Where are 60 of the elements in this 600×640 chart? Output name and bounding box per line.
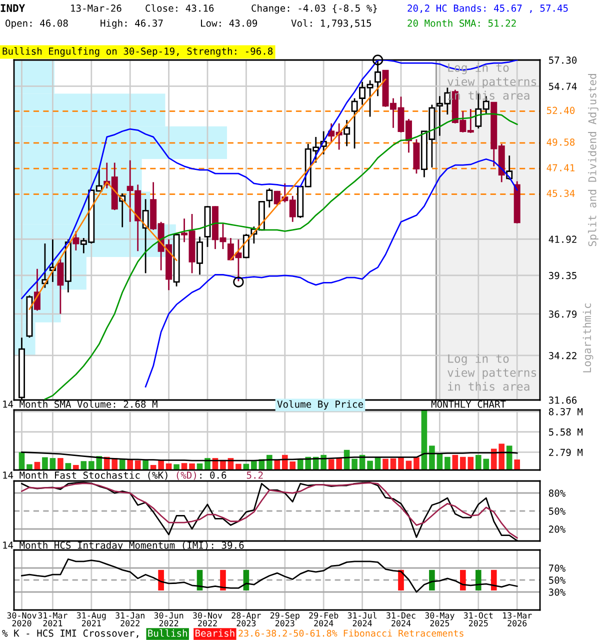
x-tick-label: 31-Jan 2022 [116,612,144,626]
text: Vol: 1,793,515 [291,19,372,28]
y-tick-label: 36.79 [548,310,577,318]
text: 23.6-38.2-50-61.8% Fibonacci Retracements [238,630,464,637]
y-tick-label: 80% [548,490,566,497]
text: 13-Mar-26 [71,4,122,12]
series-label: 14 Month Fast Stochastic (%K) [3,471,168,480]
text: Bullish Engulfing on 30-Sep-19, Strength: -96.8 [2,47,273,57]
text: 5.2 [246,472,263,479]
x-tick-label: 30-May 2025 [425,612,454,626]
y-tick-label: 39.35 [548,272,576,280]
annotation: Log in to view patterns in this area [448,354,536,391]
y-tick-label: 70% [548,564,566,572]
x-tick-label: 29-Feb 2024 [309,612,338,626]
text: High: 46.37 [100,19,163,29]
x-tick-label: 28-Apr 2023 [232,612,261,626]
x-tick-label: 31-Dec 2024 [386,612,416,626]
x-tick-label: 31-Oct 2025 [464,612,493,626]
ref-line-label: 49.58 [546,138,575,146]
text: MONTHLY CHART [431,400,506,408]
y-tick-label: 20% [549,526,566,533]
y-tick-label: 50% [549,576,566,584]
ref-line-label: 52.40 [546,106,575,114]
text: 14 Month SMA Volume: 2.68 M [3,400,158,408]
y-tick-label: 31.66 [548,396,577,404]
y-tick-label: 50% [549,508,566,515]
text: Volume By Price [277,400,363,410]
text: : 0.6 [200,472,226,479]
ref-line-label: 45.34 [546,190,575,197]
text: Close: 43.16 [146,4,214,12]
y-tick-label: 41.92 [548,236,576,243]
y-tick-label: 5.58 M [549,428,583,436]
y-tick-label: 30% [548,588,566,596]
ref-line-label: 47.41 [546,164,575,172]
x-tick-label: 31-Aug 2021 [76,612,106,626]
chart-title: INDY [0,4,26,12]
x-tick-label: 13-Mar 2026 [503,612,532,626]
text: (%D) [176,471,196,480]
text: Open: 46.08 [6,20,68,29]
text: Bearish [196,629,234,637]
y-tick-label: 54.74 [549,82,577,90]
y-tick-label: 8.37 M [548,408,583,416]
x-tick-label: 31-Jul 2024 [348,612,377,626]
chart-title: 14 Month HCS Intraday Momentum (IMI): 39.6 [3,541,244,551]
text: Logarithmic [582,303,594,372]
text: % K - HCS IMI Crossover, [2,630,138,638]
text: 20,2 HC Bands: 45.67 , 57.45 [408,4,568,14]
x-tick-label: 30-Nov 2022 [193,612,222,626]
text: 20 Month SMA: 51.22 [408,19,516,27]
text: Bullish [148,629,187,637]
x-tick-label: 31-Mar 2021 [38,612,68,626]
y-axis-title: Split and Dividend Adjusted [588,74,598,246]
text: Change: -4.03 {-8.5 %} [252,4,377,14]
x-tick-label: 30-Jun 2022 [154,612,184,626]
x-tick-label: 29-Sep 2023 [270,612,300,626]
x-tick-label: 30-Nov 2020 [7,612,36,626]
y-tick-label: 34.22 [548,352,576,360]
text: Low: 43.09 [201,20,258,27]
y-tick-label: 2.79 M [549,448,583,456]
y-tick-label: 57.30 [549,56,577,64]
